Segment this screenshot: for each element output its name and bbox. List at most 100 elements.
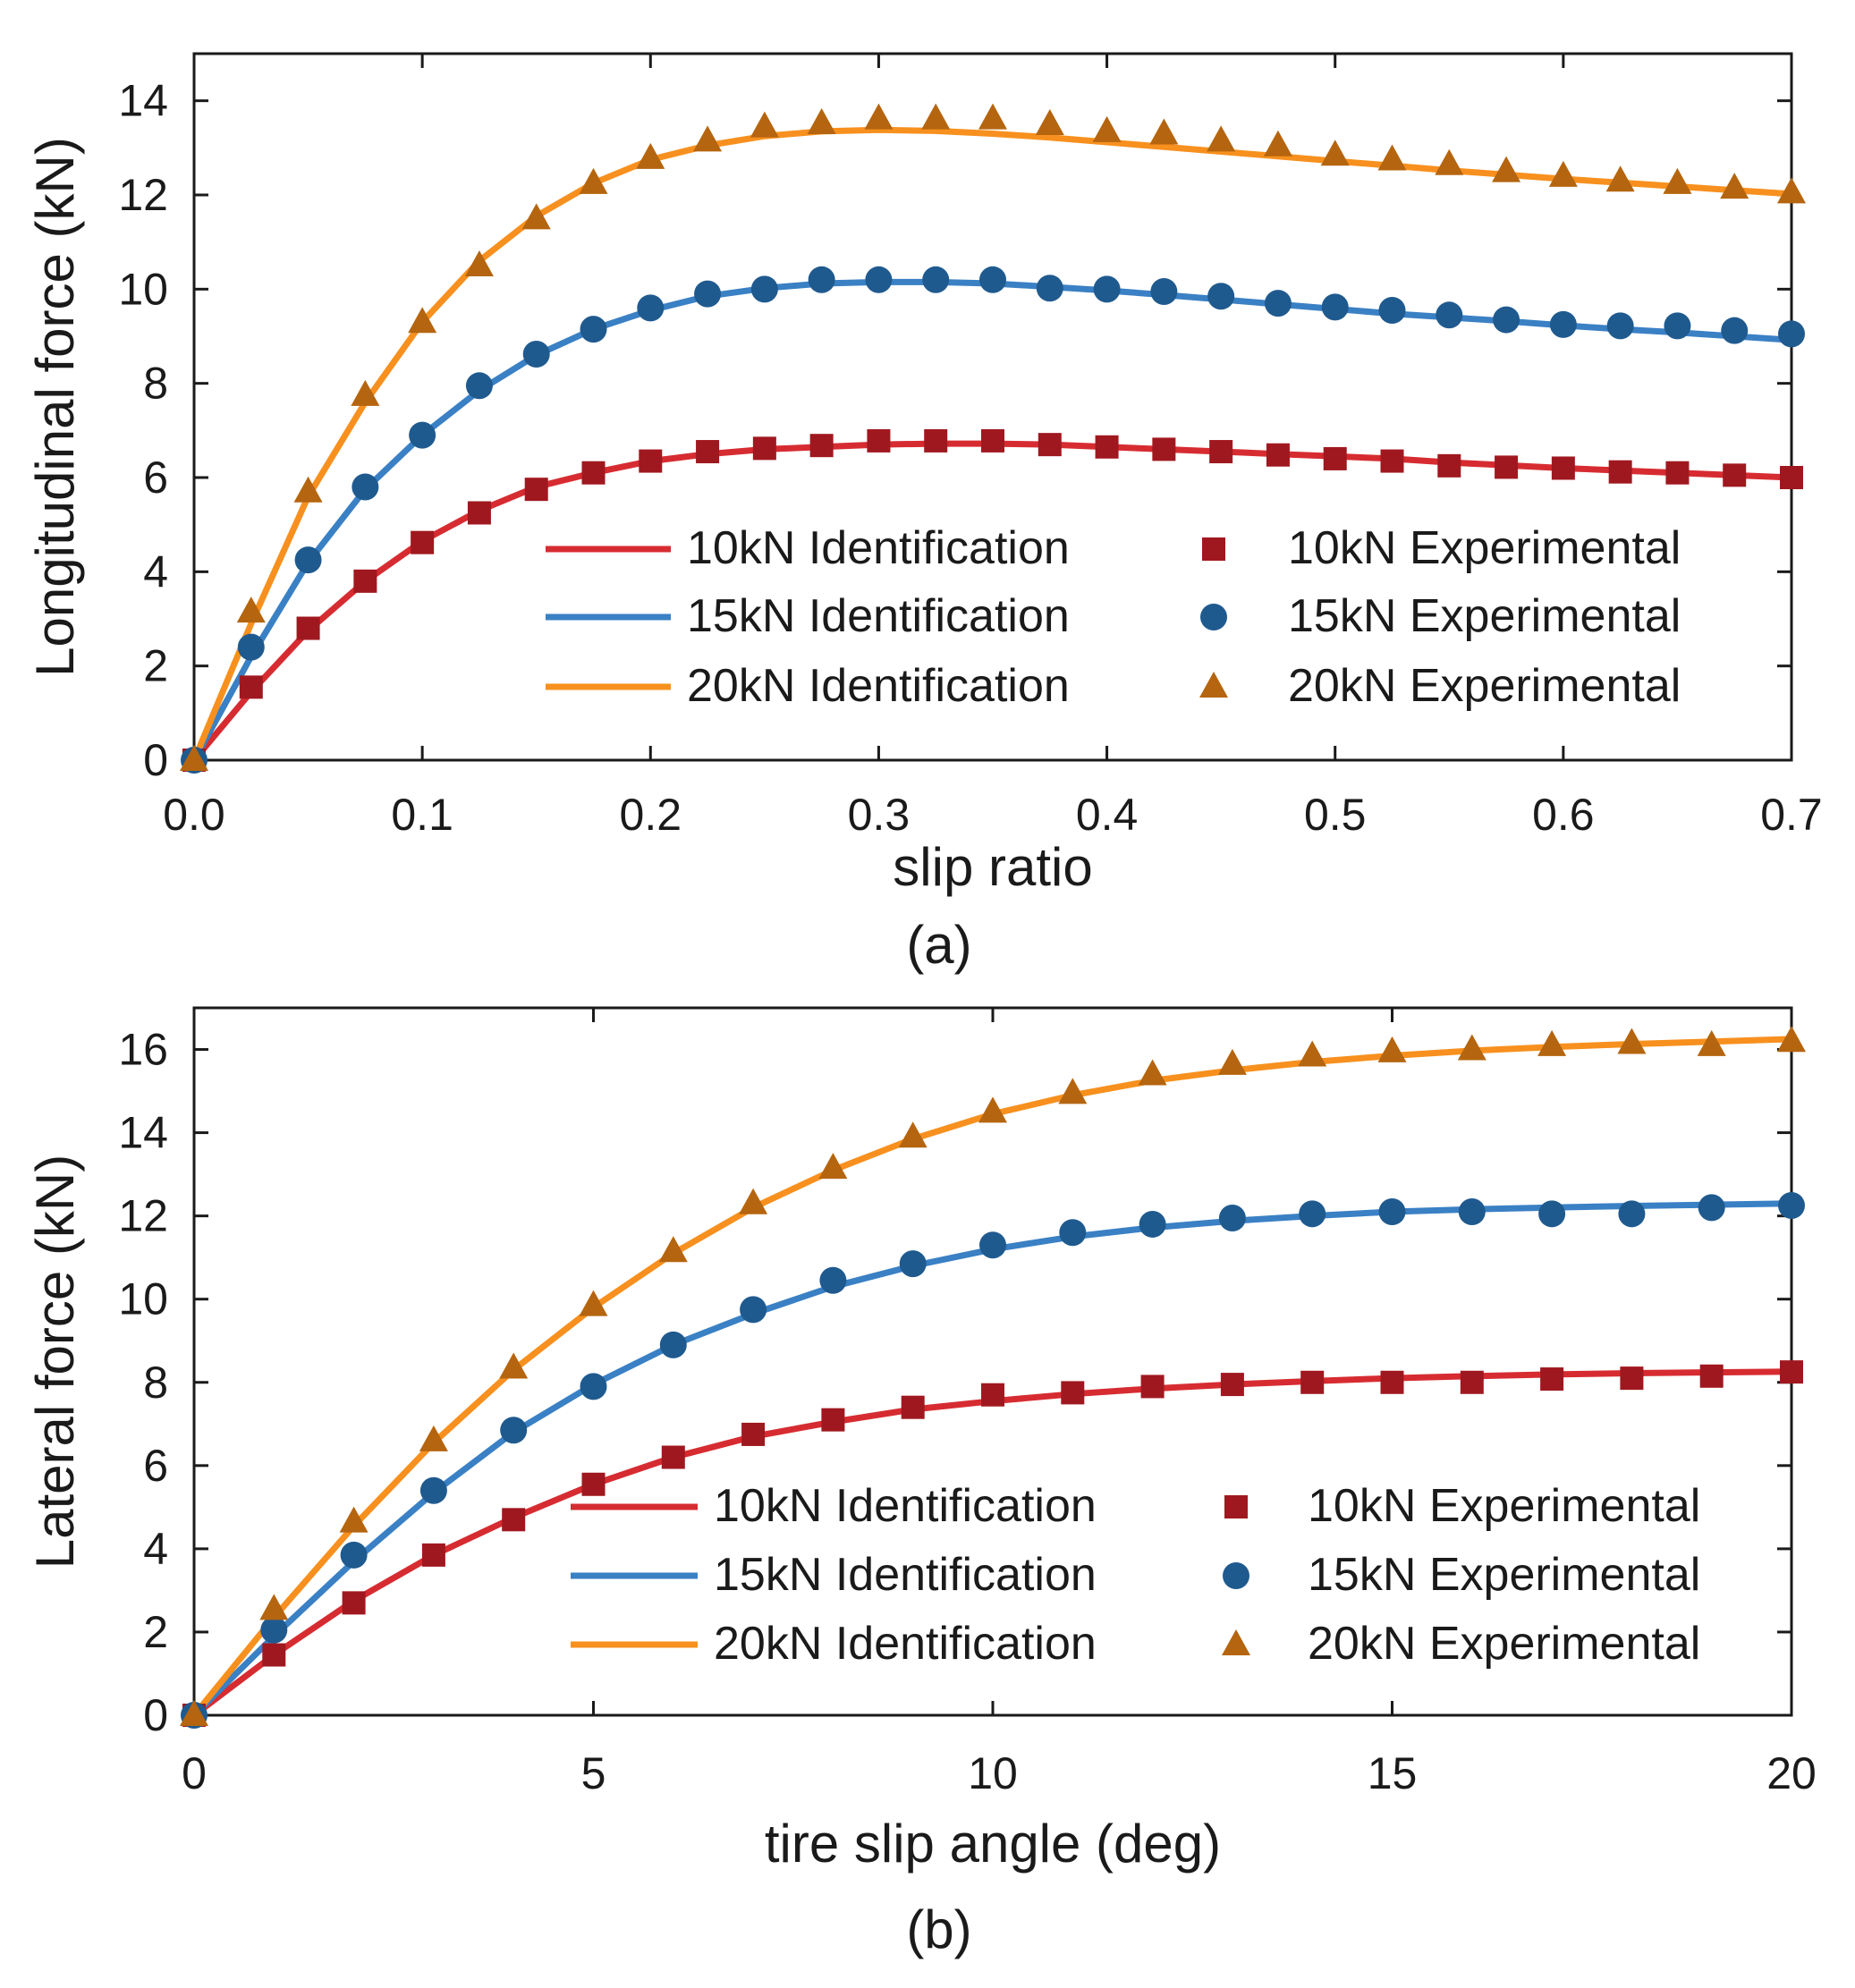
data-point-10kn-experimental <box>1665 461 1690 485</box>
data-point-10kn-experimental <box>1780 466 1803 489</box>
y-tick-label: 8 <box>143 359 168 409</box>
data-point-20kn-experimental <box>658 1236 688 1263</box>
data-point-10kn-experimental <box>1608 460 1632 484</box>
data-point-15kn-experimental <box>1606 312 1634 340</box>
y-tick-label: 8 <box>143 1358 168 1408</box>
legend-marker-swatch <box>1199 672 1228 698</box>
data-point-15kn-experimental <box>922 266 950 293</box>
x-tick-label: 0.3 <box>848 790 911 840</box>
data-point-20kn-experimental <box>1058 1078 1088 1104</box>
data-point-10kn-experimental <box>901 1395 925 1419</box>
data-point-15kn-experimental <box>819 1266 847 1294</box>
data-point-20kn-experimental <box>1035 109 1064 135</box>
data-point-15kn-experimental <box>1218 1204 1246 1231</box>
data-point-20kn-experimental <box>1217 1048 1247 1075</box>
data-point-20kn-experimental <box>180 745 208 771</box>
data-point-10kn-experimental <box>262 1643 286 1667</box>
legend-label: 10kN Identification <box>714 1480 1097 1532</box>
data-point-20kn-experimental <box>1617 1028 1647 1054</box>
series-markers-20kn-experimental <box>180 1026 1806 1726</box>
data-point-20kn-experimental <box>807 107 836 134</box>
legend-label: 20kN Experimental <box>1288 660 1681 712</box>
y-tick-label: 10 <box>118 1274 168 1324</box>
x-tick-label: 20 <box>1766 1748 1817 1798</box>
legend: 10kN Identification 15kN Identification 20… <box>546 522 1681 712</box>
data-point-20kn-experimental <box>1777 177 1806 204</box>
data-point-15kn-experimental <box>522 341 550 368</box>
legend: 10kN Identification 15kN Identification 20… <box>571 1480 1700 1670</box>
data-point-20kn-experimental <box>1457 1034 1487 1061</box>
data-point-20kn-experimental <box>750 111 779 138</box>
legend-label: 15kN Identification <box>687 590 1070 642</box>
data-point-15kn-experimental <box>1150 277 1178 305</box>
data-point-20kn-experimental <box>1263 130 1292 157</box>
data-point-10kn-experimental <box>581 461 606 485</box>
y-tick-label: 6 <box>143 453 168 503</box>
y-tick-label: 16 <box>118 1025 168 1075</box>
data-point-20kn-experimental <box>1548 160 1578 187</box>
data-point-20kn-experimental <box>293 476 323 503</box>
data-point-10kn-experimental <box>741 1422 766 1446</box>
y-tick-label: 2 <box>143 641 168 691</box>
data-point-20kn-experimental <box>818 1153 848 1180</box>
data-point-15kn-experimental <box>979 1231 1006 1259</box>
x-tick-label: 0.6 <box>1532 790 1595 840</box>
data-point-15kn-experimental <box>1721 317 1749 344</box>
data-point-15kn-experimental <box>1378 1197 1406 1225</box>
data-point-10kn-experimental <box>1460 1370 1484 1394</box>
data-point-15kn-experimental <box>1139 1210 1166 1238</box>
data-point-15kn-experimental <box>899 1250 927 1278</box>
data-point-20kn-experimental <box>499 1352 529 1379</box>
data-point-10kn-experimental <box>752 436 776 461</box>
legend-label: 10kN Experimental <box>1288 522 1681 574</box>
data-point-10kn-experimental <box>1038 433 1062 457</box>
data-point-15kn-experimental <box>1664 312 1691 340</box>
data-point-20kn-experimental <box>1492 156 1521 182</box>
data-point-10kn-experimental <box>1620 1366 1644 1391</box>
data-point-10kn-experimental <box>809 434 834 458</box>
data-point-15kn-experimental <box>294 546 322 574</box>
data-point-15kn-experimental <box>580 316 607 343</box>
data-point-15kn-experimental <box>1299 1200 1326 1228</box>
data-point-10kn-experimental <box>581 1472 606 1496</box>
data-point-10kn-experimental <box>639 449 663 473</box>
data-point-20kn-experimental <box>978 1096 1007 1123</box>
data-point-10kn-experimental <box>1323 446 1347 470</box>
data-point-10kn-experimental <box>1095 435 1119 459</box>
data-point-15kn-experimental <box>1264 290 1292 317</box>
legend-label: 15kN Experimental <box>1288 590 1681 642</box>
data-point-20kn-experimental <box>339 1506 368 1533</box>
data-point-10kn-experimental <box>821 1408 845 1432</box>
data-point-15kn-experimental <box>580 1373 607 1400</box>
data-point-15kn-experimental <box>979 266 1006 293</box>
y-tick-label: 2 <box>143 1607 168 1657</box>
data-point-10kn-experimental <box>981 1383 1004 1407</box>
data-point-20kn-experimental <box>1697 1029 1726 1056</box>
data-point-20kn-experimental <box>1138 1059 1167 1086</box>
data-point-15kn-experimental <box>419 1476 447 1504</box>
data-point-10kn-experimental <box>296 616 320 640</box>
data-point-10kn-experimental <box>502 1508 526 1532</box>
data-point-10kn-experimental <box>1699 1364 1724 1388</box>
data-point-10kn-experimental <box>342 1591 366 1615</box>
x-tick-label: 0.4 <box>1076 790 1139 840</box>
x-tick-label: 0.5 <box>1304 790 1367 840</box>
data-point-10kn-experimental <box>981 428 1004 453</box>
x-tick-label: 10 <box>968 1748 1018 1798</box>
chart-caption: (b) <box>906 1899 971 1959</box>
data-point-15kn-experimental <box>1549 310 1577 338</box>
y-tick-label: 4 <box>143 1524 168 1574</box>
chart-a: 0.0 0.1 0.2 0.3 0.4 0.5 0.6 0.7 0 2 4 6 8 10 12 14 slip … <box>25 52 1823 975</box>
data-point-15kn-experimental <box>694 280 722 308</box>
data-point-20kn-experimental <box>408 307 437 334</box>
data-point-20kn-experimental <box>521 203 551 230</box>
data-point-20kn-experimental <box>921 103 951 130</box>
series-markers-15kn-experimental <box>181 1192 1805 1729</box>
data-point-20kn-experimental <box>1605 165 1635 192</box>
data-point-15kn-experimental <box>465 372 493 400</box>
data-point-10kn-experimental <box>411 530 435 554</box>
x-tick-label: 0.1 <box>391 790 453 840</box>
y-tick-label: 6 <box>143 1441 168 1491</box>
data-point-15kn-experimental <box>659 1331 687 1358</box>
